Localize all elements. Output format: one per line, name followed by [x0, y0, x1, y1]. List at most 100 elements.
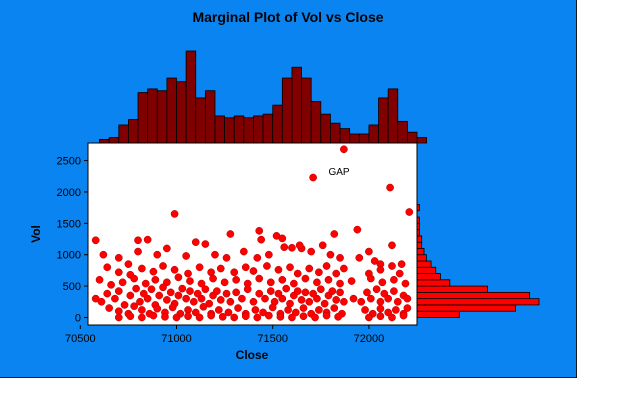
x-histogram-bar — [253, 115, 264, 144]
scatter-point — [365, 247, 373, 256]
scatter-point — [391, 306, 400, 314]
y-axis-label: Vol — [29, 225, 43, 243]
scatter-point — [276, 312, 285, 321]
scatter-point — [332, 296, 341, 304]
y-tick-label: 2000 — [57, 187, 81, 199]
scatter-point — [347, 277, 356, 285]
scatter-point — [220, 278, 229, 287]
scatter-point — [120, 301, 129, 309]
scatter-point — [315, 306, 323, 314]
scatter-point — [255, 227, 264, 235]
scatter-point — [195, 313, 204, 322]
scatter-point — [184, 312, 192, 321]
y-histogram-bar — [416, 279, 451, 287]
x-histogram-bar — [156, 90, 168, 144]
y-histogram-bar — [416, 235, 423, 243]
scatter-point — [222, 253, 231, 262]
x-histogram-bar — [310, 101, 322, 144]
scatter-point — [268, 303, 277, 312]
y-histogram-bar — [416, 298, 540, 306]
scatter-point — [393, 297, 402, 306]
scatter-point — [361, 306, 369, 314]
x-histogram-bar — [176, 81, 187, 144]
scatter-point — [114, 287, 123, 295]
scatter-point — [376, 265, 385, 274]
scatter-point — [189, 297, 198, 306]
chart-title: Marginal Plot of Vol vs Close — [192, 9, 383, 25]
scatter-point — [403, 304, 412, 312]
x-histogram-bar — [320, 113, 331, 144]
scatter-point — [313, 294, 321, 303]
scatter-point — [390, 275, 398, 284]
scatter-point — [124, 260, 133, 268]
y-histogram-bar — [416, 285, 488, 293]
scatter-point — [153, 304, 162, 313]
scatter-point — [336, 253, 344, 262]
x-histogram-bar — [108, 137, 120, 144]
scatter-point — [366, 274, 375, 283]
scatter-point — [95, 275, 104, 284]
x-histogram-bar — [416, 137, 428, 144]
scatter-point — [365, 313, 373, 322]
gap-annotation: GAP — [328, 167, 349, 178]
scatter-point — [290, 279, 298, 288]
scatter-point — [336, 279, 344, 288]
x-histogram-bar — [330, 122, 341, 144]
scatter-point — [255, 289, 264, 298]
scatter-point — [197, 294, 206, 303]
scatter-point — [201, 285, 210, 294]
scatter-point — [174, 291, 183, 300]
scatter-point — [141, 279, 150, 288]
scatter-point — [103, 289, 112, 298]
x-histogram-bar — [166, 77, 177, 144]
x-histogram-bar — [204, 90, 216, 144]
scatter-point — [266, 287, 275, 295]
scatter-point — [293, 269, 302, 278]
scatter-point — [114, 268, 123, 277]
scatter-point — [213, 287, 221, 295]
scatter-point — [340, 297, 348, 306]
scatter-point — [397, 260, 406, 268]
scatter-point — [172, 313, 181, 322]
scatter-point — [209, 274, 217, 283]
scatter-point — [376, 312, 385, 321]
scatter-point — [301, 288, 310, 297]
scatter-point — [170, 265, 179, 274]
scatter-point — [241, 312, 250, 321]
scatter-point — [99, 250, 108, 259]
scatter-point — [216, 296, 225, 304]
scatter-point — [249, 267, 258, 275]
scatter-point — [91, 236, 100, 245]
scatter-point — [166, 288, 175, 297]
scatter-point — [147, 285, 156, 294]
scatter-point — [265, 311, 273, 320]
scatter-point — [159, 262, 167, 270]
scatter-point — [295, 241, 304, 250]
x-histogram-bar — [339, 128, 351, 144]
scatter-point — [401, 279, 410, 288]
x-histogram-bar — [387, 88, 399, 144]
scatter-point — [253, 253, 262, 262]
scatter-point — [207, 311, 215, 320]
scatter-point — [195, 263, 204, 272]
scatter-point — [349, 294, 358, 303]
y-tick-label: 0 — [75, 312, 81, 324]
x-histogram-bar — [281, 77, 293, 144]
scatter-point — [138, 313, 146, 322]
scatter-point — [376, 297, 385, 306]
scatter-point — [134, 247, 142, 256]
scatter-point — [384, 294, 392, 303]
x-histogram-bar — [147, 88, 158, 144]
scatter-point — [305, 264, 314, 273]
scatter-point — [224, 308, 233, 317]
scatter-point — [332, 269, 341, 278]
scatter-point — [97, 297, 106, 306]
scatter-point — [149, 311, 158, 320]
scatter-points — [91, 145, 414, 322]
x-histogram-bar — [233, 115, 245, 144]
scatter-point — [218, 312, 227, 321]
scatter-point — [211, 250, 219, 259]
scatter-point — [403, 294, 412, 303]
scatter-point — [182, 252, 190, 260]
scatter-point — [163, 296, 171, 304]
